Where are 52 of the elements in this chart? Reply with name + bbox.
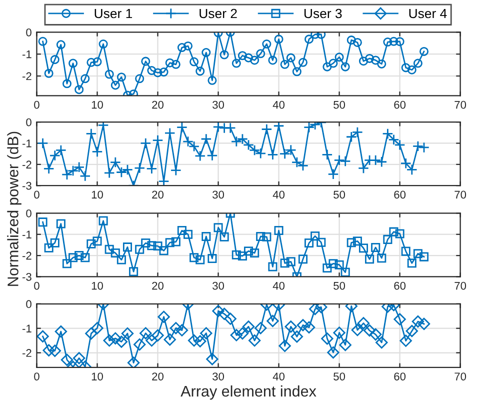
y-tick-label: 0: [26, 300, 32, 308]
y-tick-label: -2: [22, 349, 32, 357]
x-tick-label: 40: [272, 190, 285, 199]
x-tick-label: 60: [394, 282, 406, 290]
x-tick-label: 50: [334, 190, 346, 199]
y-tick-label: 0: [26, 118, 32, 126]
legend-label: User 4: [409, 8, 447, 18]
y-axis-title: Normalized power (dB): [7, 132, 22, 286]
x-tick-label: 30: [212, 100, 224, 109]
x-tick-label: 40: [272, 100, 285, 109]
x-tick-label: 50: [334, 372, 346, 380]
x-tick-label: 40: [272, 372, 285, 380]
x-tick-label: 0: [34, 372, 40, 380]
y-tick-label: -2: [22, 252, 32, 260]
legend-label: User 1: [94, 8, 132, 18]
x-tick-label: 10: [92, 372, 103, 380]
x-tick-label: 0: [34, 190, 40, 199]
x-tick-label: 70: [454, 372, 466, 380]
x-tick-label: 30: [212, 372, 224, 380]
x-tick-label: 30: [212, 190, 224, 199]
x-tick-label: 70: [454, 190, 466, 199]
x-tick-label: 50: [334, 100, 346, 109]
x-tick-label: 10: [92, 190, 103, 199]
x-axis-title: Array element index: [180, 385, 316, 400]
y-tick-label: -1: [22, 50, 32, 58]
y-tick-label: -3: [22, 182, 32, 190]
x-tick-label: 20: [152, 282, 164, 290]
y-tick-label: -2: [22, 160, 32, 168]
legend-label: User 3: [304, 8, 342, 18]
x-tick-label: 20: [152, 190, 164, 199]
x-tick-label: 20: [152, 100, 164, 109]
y-tick-label: -1: [22, 140, 32, 148]
x-tick-label: 60: [394, 190, 406, 199]
y-tick-label: -1: [22, 324, 32, 332]
x-tick-label: 10: [92, 100, 103, 109]
x-tick-label: 40: [272, 282, 285, 290]
x-tick-label: 20: [152, 372, 164, 380]
y-tick-label: 0: [26, 209, 32, 218]
x-tick-label: 60: [394, 100, 406, 109]
y-tick-label: 0: [26, 28, 32, 36]
x-tick-label: 30: [212, 282, 224, 290]
x-tick-label: 60: [394, 372, 406, 380]
x-tick-label: 70: [454, 282, 466, 290]
x-tick-label: 50: [334, 282, 346, 290]
x-tick-label: 10: [92, 282, 103, 290]
legend-label: User 2: [200, 8, 237, 18]
y-tick-label: -2: [22, 72, 32, 80]
y-tick-label: -3: [22, 272, 32, 281]
x-tick-label: 0: [34, 282, 40, 290]
x-tick-label: 70: [454, 100, 466, 109]
y-tick-label: -1: [22, 230, 32, 238]
x-tick-label: 0: [34, 100, 40, 109]
